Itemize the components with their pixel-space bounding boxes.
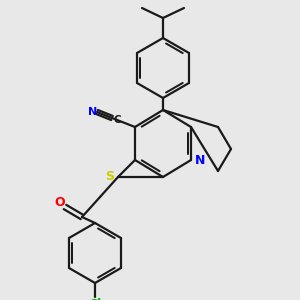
Text: O: O bbox=[55, 196, 65, 208]
Text: C: C bbox=[113, 115, 121, 125]
Text: N: N bbox=[195, 154, 205, 166]
Text: N: N bbox=[88, 107, 98, 117]
Text: Cl: Cl bbox=[88, 298, 102, 300]
Text: S: S bbox=[106, 170, 115, 184]
